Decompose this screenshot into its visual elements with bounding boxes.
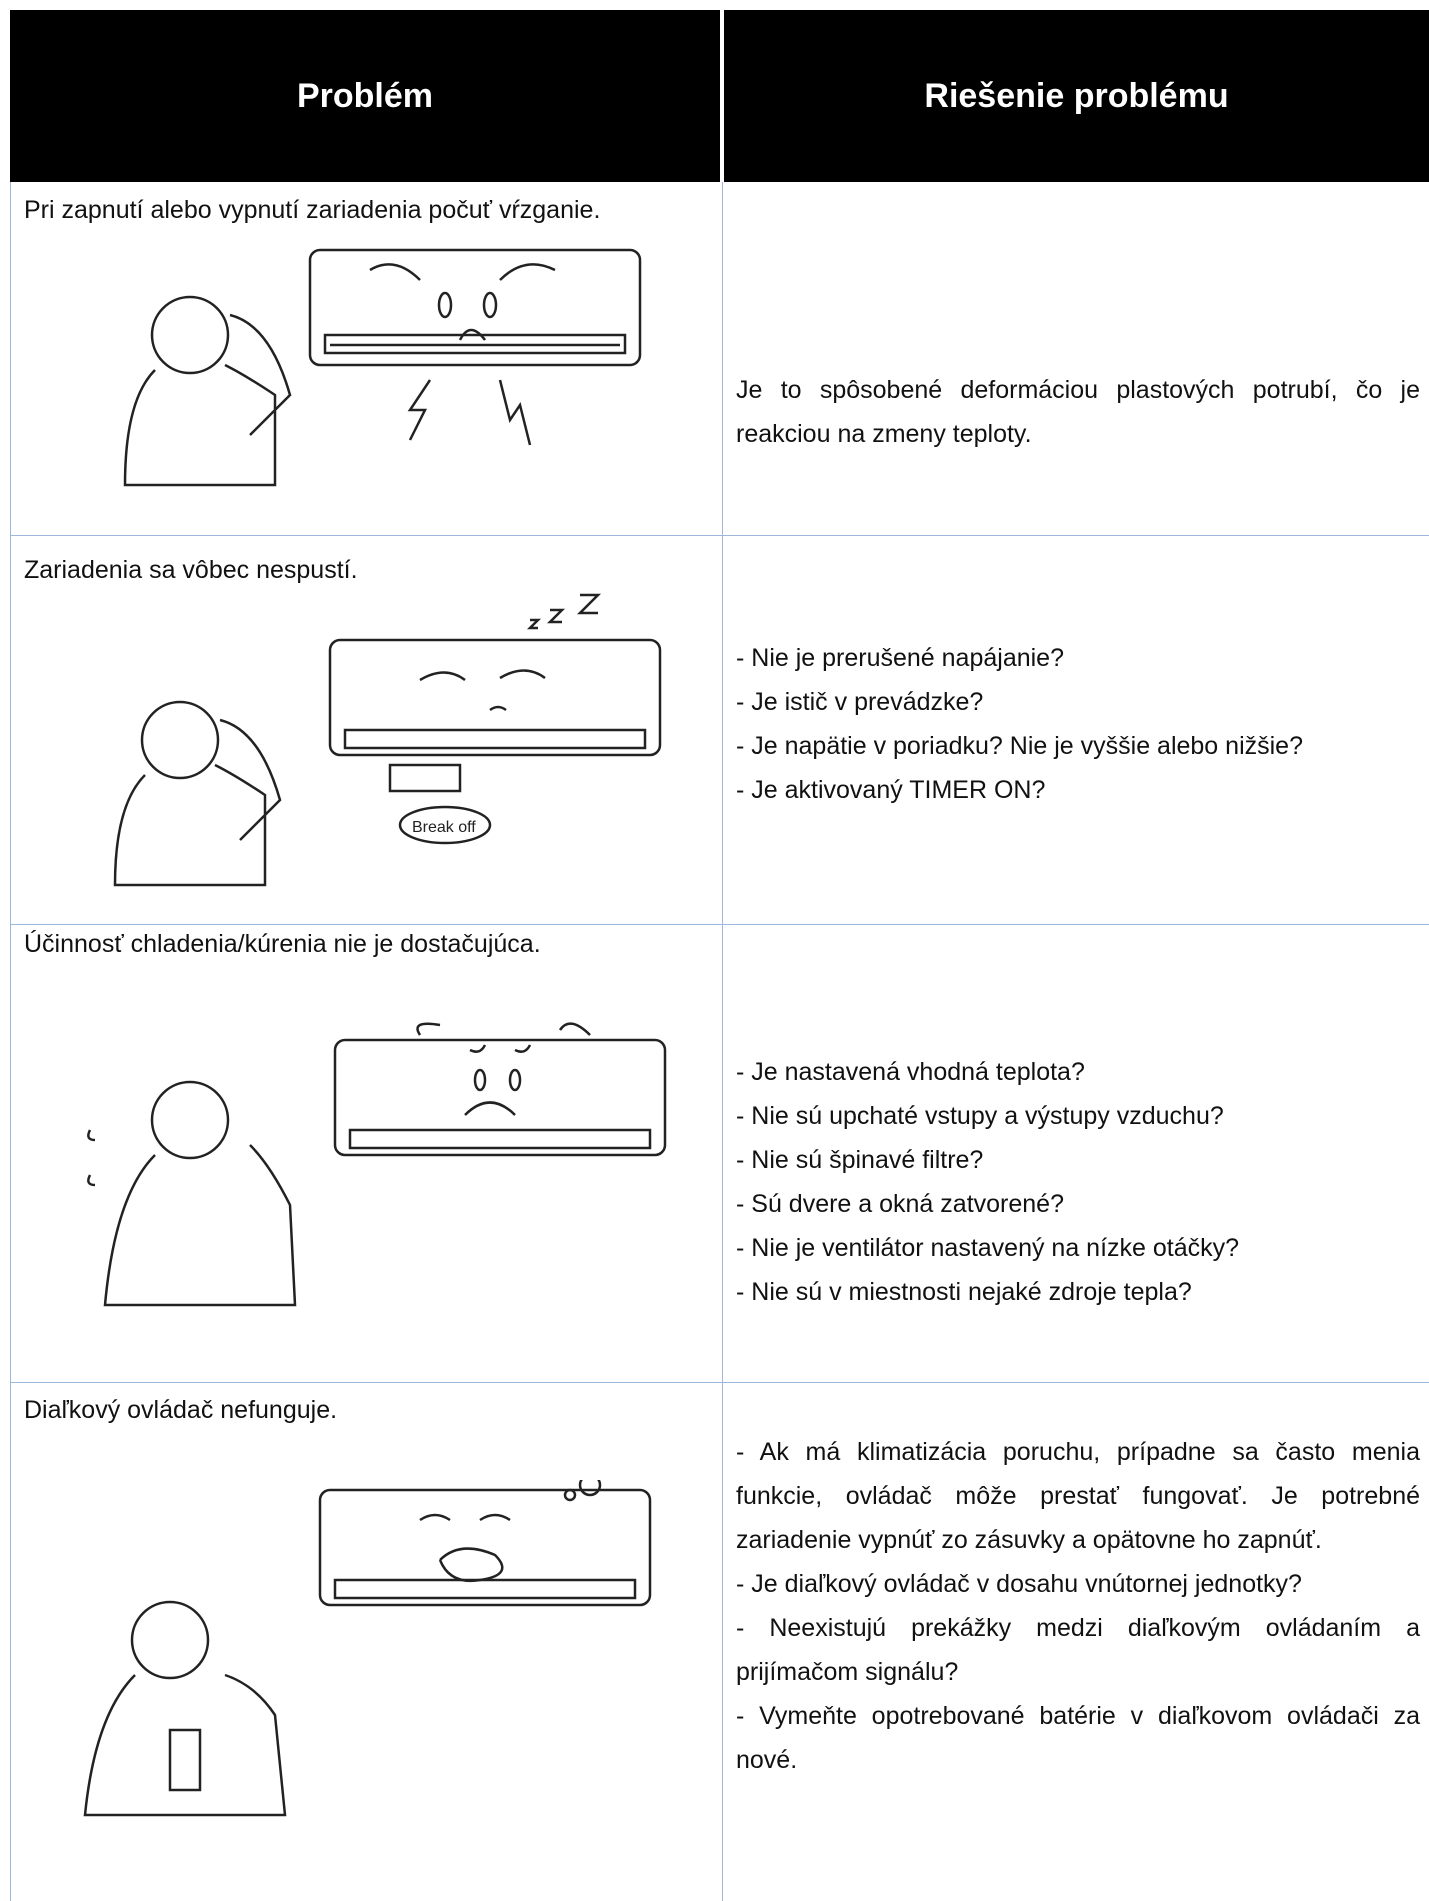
- solution-line: - Ak má klimatizácia poruchu, prípadne s…: [736, 1438, 1420, 1554]
- border: [10, 182, 11, 1901]
- solution-line: - Nie sú špinavé filtre?: [736, 1146, 984, 1174]
- row-border: [10, 535, 1429, 536]
- solution-line: - Nie sú v miestnosti nejaké zdroje tepl…: [736, 1278, 1192, 1306]
- problem-text: Diaľkový ovládač nefunguje.: [24, 1396, 338, 1424]
- solution-line: - Nie je ventilátor nastavený na nízke o…: [736, 1234, 1240, 1262]
- problem-text: Účinnosť chladenia/kúrenia nie je dostač…: [24, 930, 541, 958]
- header-cell: Problém: [10, 10, 720, 182]
- solution-line: - Je nastavená vhodná teplota?: [736, 1058, 1085, 1086]
- solution-line: - Je aktivovaný TIMER ON?: [736, 776, 1046, 804]
- solution-line: Je to spôsobené deformáciou plastových p…: [736, 376, 1420, 448]
- solution-line: - Neexistujú prekážky medzi diaľkovým ov…: [736, 1614, 1420, 1686]
- row-border: [10, 924, 1429, 925]
- row-border: [10, 1382, 1429, 1383]
- solution-text: - Je nastavená vhodná teplota? - Nie sú …: [736, 1050, 1420, 1314]
- problem-text: Zariadenia sa vôbec nespustí.: [24, 556, 358, 584]
- solution-line: - Vymeňte opotrebované batérie v diaľkov…: [736, 1702, 1420, 1774]
- solution-text: - Nie je prerušené napájanie? - Je istič…: [736, 636, 1420, 812]
- solution-line: - Je istič v prevádzke?: [736, 688, 984, 716]
- solution-line: - Nie je prerušené napájanie?: [736, 644, 1064, 672]
- solution-line: - Sú dvere a okná zatvorené?: [736, 1190, 1064, 1218]
- solution-line: - Nie sú upchaté vstupy a výstupy vzduch…: [736, 1102, 1224, 1130]
- solution-text: Je to spôsobené deformáciou plastových p…: [736, 368, 1420, 456]
- header-cell: Riešenie problému: [724, 10, 1429, 182]
- illustration: Break off: [113, 593, 662, 887]
- border: [722, 182, 723, 1901]
- solution-line: - Je napätie v poriadku? Nie je vyššie a…: [736, 732, 1303, 760]
- illustration: [83, 1480, 652, 1817]
- solution-line: - Je diaľkový ovládač v dosahu vnútornej…: [736, 1570, 1302, 1598]
- illustration: [87, 1022, 667, 1307]
- problem-text: Pri zapnutí alebo vypnutí zariadenia poč…: [24, 196, 601, 224]
- illustration-label: Break off: [412, 819, 476, 836]
- illustration: [123, 248, 642, 487]
- solution-text: - Ak má klimatizácia poruchu, prípadne s…: [736, 1430, 1420, 1782]
